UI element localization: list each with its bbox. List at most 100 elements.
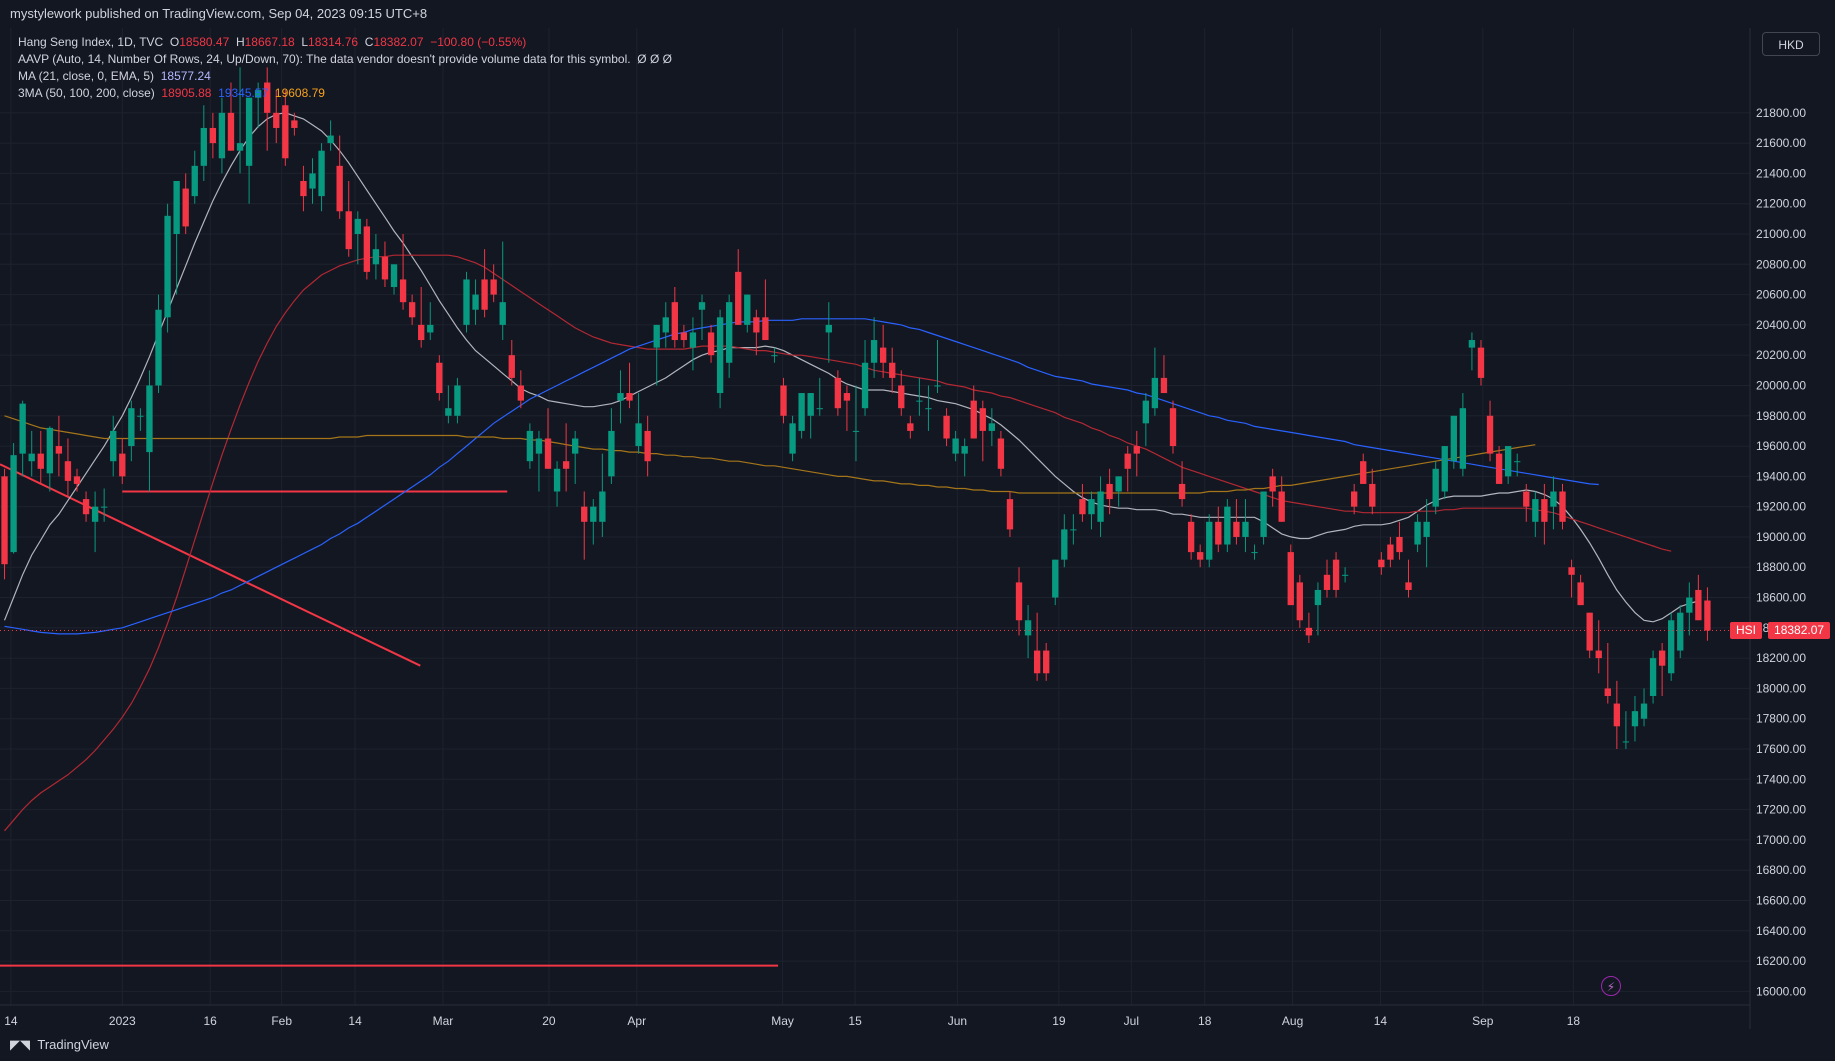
candle-body xyxy=(744,294,751,325)
candle-body xyxy=(100,506,108,508)
candle-body xyxy=(590,506,597,522)
candle-body xyxy=(454,385,461,416)
candle-body xyxy=(354,218,361,235)
candle-body xyxy=(182,188,189,227)
candle xyxy=(789,415,796,462)
lightning-icon[interactable]: ⚡ xyxy=(1601,976,1621,996)
candle-body xyxy=(28,453,35,462)
candle xyxy=(1450,415,1457,469)
candle-body xyxy=(128,408,135,447)
candle xyxy=(653,324,660,386)
candle xyxy=(1260,491,1267,545)
candle-body xyxy=(925,408,932,410)
candle-body xyxy=(137,415,144,417)
candle-body xyxy=(318,150,325,197)
candle xyxy=(961,438,968,477)
candle xyxy=(1677,605,1684,659)
candle-body xyxy=(807,393,814,416)
x-tick-label: Jul xyxy=(1124,1014,1139,1028)
candle-body xyxy=(1233,521,1240,537)
candle-body xyxy=(1523,491,1530,507)
candle xyxy=(1233,499,1240,545)
candle-body xyxy=(1541,499,1548,522)
currency-button[interactable]: HKD xyxy=(1762,32,1820,56)
y-tick-label: 17000.00 xyxy=(1756,833,1806,847)
footer-brand[interactable]: TradingView xyxy=(37,1037,109,1052)
candle xyxy=(200,105,207,181)
candle-body xyxy=(961,446,968,454)
candle-body xyxy=(345,211,352,250)
candle-body xyxy=(1251,552,1258,554)
candle xyxy=(1695,574,1702,621)
candle xyxy=(517,370,525,409)
candle xyxy=(1360,453,1367,484)
candle-body xyxy=(146,385,153,453)
candle-body xyxy=(91,506,99,522)
candle xyxy=(1486,400,1494,462)
candle-body xyxy=(689,332,697,348)
candle xyxy=(1378,552,1385,575)
candle xyxy=(1079,483,1086,522)
candle xyxy=(1006,491,1014,537)
axis-borders xyxy=(0,28,1751,1029)
candle xyxy=(327,120,334,151)
candle xyxy=(680,324,688,348)
candle xyxy=(970,385,977,439)
candle xyxy=(1649,650,1657,704)
price-chart[interactable]: 16000.00 16200.00 16400.00 16600.00 16800.00… xyxy=(0,28,1835,1029)
y-tick-label: 17800.00 xyxy=(1756,712,1806,726)
candle-body xyxy=(834,377,842,409)
candle-body xyxy=(608,430,615,477)
candle-body xyxy=(381,256,389,280)
candle-body xyxy=(463,279,470,325)
candle xyxy=(490,264,497,303)
candle xyxy=(735,249,742,325)
candle-body xyxy=(1043,650,1050,674)
candle xyxy=(1178,461,1186,507)
y-tick-label: 16400.00 xyxy=(1756,924,1806,938)
candle-body xyxy=(1495,453,1503,484)
candle xyxy=(1396,521,1403,560)
candle xyxy=(110,415,117,477)
x-tick-label: May xyxy=(771,1014,794,1028)
candle xyxy=(562,423,570,492)
candle-body xyxy=(780,385,787,416)
candle xyxy=(1631,695,1639,742)
y-tick-label: 18000.00 xyxy=(1756,681,1806,695)
candle xyxy=(1332,552,1340,598)
candle xyxy=(1187,514,1195,560)
candle xyxy=(698,294,706,341)
candle xyxy=(943,408,950,447)
candle xyxy=(381,241,389,288)
candle xyxy=(725,294,733,378)
candle-body xyxy=(934,385,941,387)
candle xyxy=(861,340,869,416)
candle xyxy=(336,135,343,219)
candle-body xyxy=(119,453,126,477)
y-tick-label: 18200.00 xyxy=(1756,651,1806,665)
last-price-badge: HSI 18382.07 xyxy=(1730,622,1831,640)
candle xyxy=(227,82,235,151)
candle-body xyxy=(617,393,624,401)
candle xyxy=(1350,483,1358,515)
candle xyxy=(1169,400,1177,454)
candle-body xyxy=(291,120,298,128)
candle xyxy=(1405,559,1412,598)
x-tick-label: Aug xyxy=(1282,1014,1303,1028)
candle xyxy=(1640,688,1648,727)
candle xyxy=(1314,582,1322,636)
candle xyxy=(28,430,35,477)
candle-body xyxy=(1,476,8,565)
time-axis[interactable]: 14 2023 16 Feb 14 Mar 20 Apr May 15 Jun 19 Jul 18 Aug 1… xyxy=(4,1014,1580,1028)
candle xyxy=(798,393,805,439)
candle xyxy=(916,377,923,416)
candle-body xyxy=(1686,597,1693,613)
tradingview-logo-icon[interactable]: ◤◥ xyxy=(10,1037,30,1052)
candle-body xyxy=(209,127,217,144)
candle-body xyxy=(1414,521,1421,545)
candle-body xyxy=(526,430,534,462)
candle xyxy=(807,393,814,439)
candle-body xyxy=(1305,627,1313,636)
candle-body xyxy=(1142,400,1150,424)
candle xyxy=(408,294,416,325)
